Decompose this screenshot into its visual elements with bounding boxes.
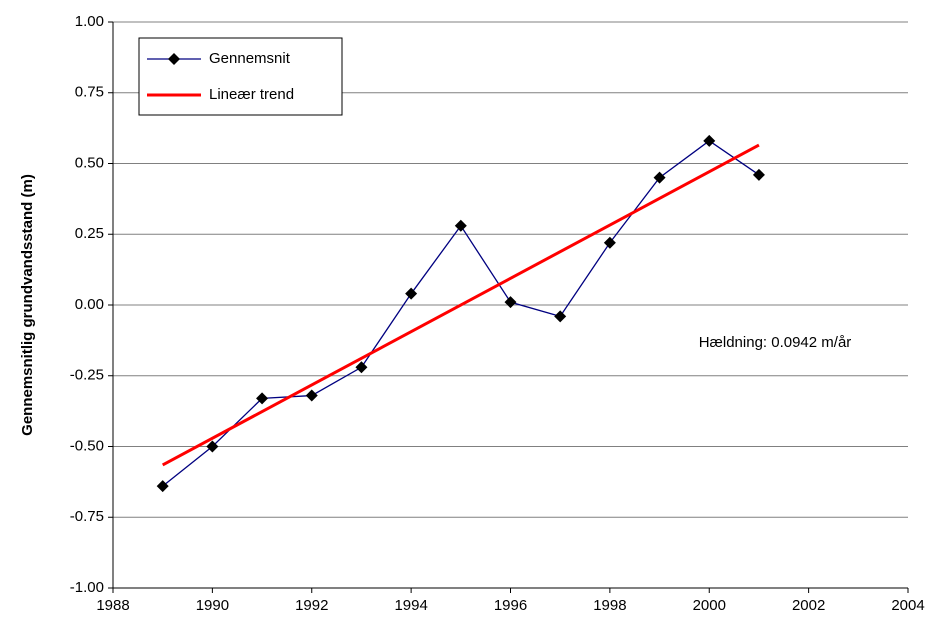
data-point <box>256 392 269 405</box>
data-point <box>752 168 765 181</box>
data-point <box>603 236 616 249</box>
y-tick-label: 0.25 <box>75 225 104 242</box>
y-tick-label: 0.00 <box>75 296 104 313</box>
data-point <box>653 171 666 184</box>
data-point <box>206 440 219 453</box>
legend-label: Lineær trend <box>209 86 294 103</box>
legend-box <box>138 37 343 116</box>
data-point <box>703 134 716 147</box>
series-line <box>161 143 760 467</box>
y-tick-label: 0.50 <box>75 154 104 171</box>
y-axis-label: Gennemsnitlig grundvandsstand (m) <box>19 174 36 436</box>
legend-label: Gennemsnit <box>209 50 291 67</box>
annotation: Hældning: 0.0942 m/år <box>699 334 852 351</box>
data-point <box>454 219 467 232</box>
legend-marker <box>168 53 180 65</box>
data-point <box>405 287 418 300</box>
x-tick-label: 2000 <box>693 597 726 614</box>
x-tick-label: 2004 <box>891 597 924 614</box>
x-tick-label: 1996 <box>494 597 527 614</box>
data-point <box>554 310 567 323</box>
data-point <box>504 296 517 309</box>
y-tick-label: -0.25 <box>70 367 104 384</box>
x-tick-label: 1992 <box>295 597 328 614</box>
y-tick-label: 0.75 <box>75 84 104 101</box>
x-tick-label: 1988 <box>96 597 129 614</box>
y-tick-label: -0.50 <box>70 437 104 454</box>
y-tick-label: 1.00 <box>75 13 104 30</box>
x-tick-label: 1990 <box>196 597 229 614</box>
y-tick-label: -1.00 <box>70 579 104 596</box>
x-tick-label: 1994 <box>394 597 427 614</box>
data-point <box>305 389 318 402</box>
x-tick-label: 2002 <box>792 597 825 614</box>
data-point <box>355 361 368 374</box>
y-tick-label: -0.75 <box>70 508 104 525</box>
data-point <box>156 480 169 493</box>
x-tick-label: 1998 <box>593 597 626 614</box>
